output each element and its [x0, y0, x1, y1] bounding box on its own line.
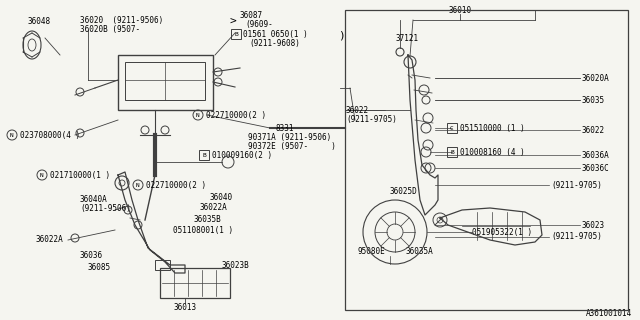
- Text: (9609-: (9609-: [245, 20, 273, 28]
- Text: C: C: [450, 125, 454, 131]
- Text: 36085: 36085: [88, 263, 111, 273]
- Text: 95080E: 95080E: [358, 247, 386, 257]
- Text: 36023: 36023: [582, 220, 605, 229]
- Text: N: N: [136, 182, 140, 188]
- Text: N: N: [40, 172, 44, 178]
- Bar: [199, 150, 209, 160]
- Text: 36087: 36087: [240, 11, 263, 20]
- Text: 90371A (9211-9506): 90371A (9211-9506): [248, 132, 332, 141]
- Text: (9211-9506): (9211-9506): [80, 204, 131, 213]
- Bar: [118, 55, 213, 110]
- Text: B: B: [202, 153, 206, 157]
- Text: 36036: 36036: [80, 252, 103, 260]
- Text: 36010: 36010: [449, 5, 472, 14]
- Text: 36020  (9211-9506): 36020 (9211-9506): [80, 15, 163, 25]
- Text: 022710000(2 ): 022710000(2 ): [146, 180, 206, 189]
- Text: 36025D: 36025D: [390, 188, 418, 196]
- Text: 8331: 8331: [275, 124, 294, 132]
- Text: 36023B: 36023B: [222, 260, 250, 269]
- Text: N: N: [10, 132, 14, 138]
- Text: 36022A: 36022A: [200, 204, 228, 212]
- Text: 010008160 (4 ): 010008160 (4 ): [460, 148, 525, 156]
- Text: 36020B (9507-: 36020B (9507-: [80, 25, 140, 34]
- Text: 36048: 36048: [27, 17, 50, 26]
- Text: 36022A: 36022A: [35, 236, 63, 244]
- Text: 36035A: 36035A: [405, 247, 433, 257]
- Text: (9211-9705): (9211-9705): [346, 115, 397, 124]
- Text: 36013: 36013: [173, 303, 196, 313]
- Text: >: >: [230, 17, 237, 27]
- Bar: [155, 260, 170, 270]
- Text: 36022: 36022: [346, 106, 369, 115]
- Bar: [447, 147, 457, 157]
- Text: 023708000(4 ): 023708000(4 ): [20, 131, 80, 140]
- Text: 36040A: 36040A: [80, 196, 108, 204]
- Text: 01561 0650(1 ): 01561 0650(1 ): [243, 29, 308, 38]
- Text: 051905322(1 ): 051905322(1 ): [472, 228, 532, 236]
- Bar: [125, 62, 205, 100]
- Text: A361001014: A361001014: [586, 308, 632, 317]
- Text: 36020A: 36020A: [582, 74, 610, 83]
- Bar: [345, 10, 628, 310]
- Bar: [160, 268, 230, 298]
- Text: B: B: [234, 31, 238, 36]
- Text: 36035B: 36035B: [193, 214, 221, 223]
- Text: 37121: 37121: [395, 34, 418, 43]
- Text: 36022: 36022: [582, 125, 605, 134]
- Text: 36036A: 36036A: [582, 150, 610, 159]
- Text: (9211-9705): (9211-9705): [551, 180, 602, 189]
- Text: 36035: 36035: [582, 95, 605, 105]
- Text: (9211-9608): (9211-9608): [249, 38, 300, 47]
- Text: N: N: [196, 113, 200, 117]
- Text: 36036C: 36036C: [582, 164, 610, 172]
- Text: 051510000 (1 ): 051510000 (1 ): [460, 124, 525, 132]
- Bar: [447, 123, 457, 133]
- Text: 010009160(2 ): 010009160(2 ): [212, 150, 272, 159]
- Text: B: B: [450, 149, 454, 155]
- Text: (9211-9705): (9211-9705): [551, 233, 602, 242]
- Text: 022710000(2 ): 022710000(2 ): [206, 110, 266, 119]
- Text: ): ): [338, 30, 345, 40]
- Text: 051108001(1 ): 051108001(1 ): [173, 226, 233, 235]
- Text: 90372E (9507-     ): 90372E (9507- ): [248, 141, 336, 150]
- Text: 36040: 36040: [210, 194, 233, 203]
- Text: 021710000(1 ): 021710000(1 ): [50, 171, 110, 180]
- Bar: [231, 29, 241, 39]
